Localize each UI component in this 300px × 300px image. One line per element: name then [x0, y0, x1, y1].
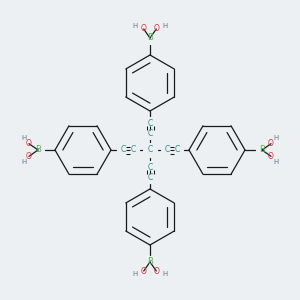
Text: C: C	[120, 146, 126, 154]
Text: H: H	[163, 23, 168, 29]
Text: C: C	[147, 146, 153, 154]
Text: O: O	[268, 139, 274, 148]
Text: C: C	[147, 128, 153, 137]
Text: C: C	[174, 146, 180, 154]
Text: B: B	[147, 34, 153, 43]
Text: H: H	[21, 135, 27, 141]
Text: O: O	[268, 152, 274, 161]
Text: B: B	[259, 146, 265, 154]
Text: H: H	[21, 159, 27, 165]
Text: O: O	[153, 25, 159, 34]
Text: O: O	[141, 25, 147, 34]
Text: H: H	[273, 159, 279, 165]
Text: O: O	[153, 266, 159, 275]
Text: C: C	[147, 163, 153, 172]
Text: H: H	[273, 135, 279, 141]
Text: O: O	[141, 266, 147, 275]
Text: B: B	[35, 146, 41, 154]
Text: C: C	[147, 172, 153, 182]
Text: C: C	[147, 118, 153, 127]
Text: O: O	[26, 139, 32, 148]
Text: C: C	[164, 146, 169, 154]
Text: H: H	[132, 271, 137, 277]
Text: B: B	[147, 257, 153, 266]
Text: H: H	[163, 271, 168, 277]
Text: H: H	[132, 23, 137, 29]
Text: C: C	[130, 146, 136, 154]
Text: O: O	[26, 152, 32, 161]
